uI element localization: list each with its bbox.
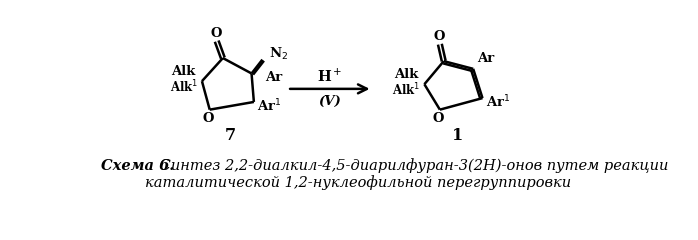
Text: каталитической 1,2-нуклеофильной перегруппировки: каталитической 1,2-нуклеофильной перегру… <box>144 175 571 190</box>
Text: O: O <box>210 27 222 40</box>
Text: Alk: Alk <box>172 66 195 78</box>
Text: Синтез 2,2-диалкил-4,5-диарилфуран-3(2H)-онов путем реакции: Синтез 2,2-диалкил-4,5-диарилфуран-3(2H)… <box>155 158 668 173</box>
Text: N$_2$: N$_2$ <box>269 46 288 62</box>
Text: O: O <box>202 112 214 125</box>
Text: Схема 6.: Схема 6. <box>101 159 174 173</box>
Text: Alk: Alk <box>394 68 418 82</box>
Text: 7: 7 <box>225 126 236 144</box>
Text: (V): (V) <box>318 95 341 108</box>
Text: Alk$^1$: Alk$^1$ <box>392 82 420 99</box>
Text: O: O <box>433 30 445 43</box>
Text: Ar: Ar <box>477 52 494 65</box>
Text: Alk$^1$: Alk$^1$ <box>170 79 198 96</box>
Text: Ar$^1$: Ar$^1$ <box>487 94 511 110</box>
Text: O: O <box>433 112 444 125</box>
Text: Ar: Ar <box>265 71 283 84</box>
Text: 1: 1 <box>452 126 463 144</box>
Text: Ar$^1$: Ar$^1$ <box>257 97 281 114</box>
Text: H$^+$: H$^+$ <box>317 68 343 85</box>
